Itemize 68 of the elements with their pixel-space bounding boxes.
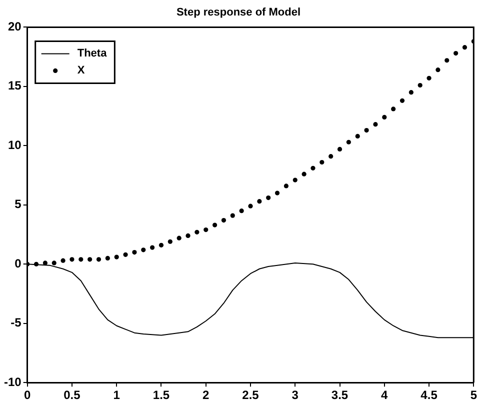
x-tick-label: 0 — [24, 388, 31, 402]
point — [274, 190, 280, 196]
point — [204, 227, 208, 232]
x-tick-label: 1 — [113, 388, 120, 402]
x-tick-label: 3.5 — [331, 388, 348, 402]
point — [444, 58, 450, 63]
point — [266, 195, 271, 200]
point — [462, 45, 468, 50]
point — [239, 208, 244, 214]
point — [70, 257, 74, 262]
x-tick-label: 3 — [292, 388, 299, 402]
point — [400, 98, 405, 103]
point — [391, 106, 396, 112]
x-tick-label: 4 — [381, 388, 388, 402]
point — [454, 50, 458, 56]
point — [382, 114, 387, 120]
point — [123, 252, 128, 257]
x-tick-label: 1.5 — [152, 388, 170, 402]
x-tick-label: 2 — [202, 388, 210, 402]
legend-label: Theta — [77, 48, 108, 60]
point — [168, 239, 172, 244]
point — [436, 68, 440, 72]
point — [418, 82, 422, 88]
y-tick-label: -10 — [4, 374, 22, 389]
point — [105, 256, 110, 261]
point — [96, 257, 102, 262]
chart-title: Step response of Model — [176, 6, 301, 19]
point — [248, 204, 253, 208]
point — [186, 233, 190, 238]
point — [88, 257, 92, 262]
y-tick-label: 20 — [8, 20, 22, 34]
point — [158, 242, 164, 248]
point — [320, 160, 324, 165]
point — [52, 260, 56, 266]
point — [364, 128, 369, 133]
point — [194, 230, 200, 234]
point — [141, 248, 146, 252]
point — [346, 140, 351, 144]
point — [355, 134, 360, 138]
point — [150, 245, 155, 250]
legend-label: X — [77, 64, 86, 77]
x-tick-label: 5 — [470, 388, 478, 402]
point — [212, 222, 218, 228]
point — [176, 236, 182, 240]
point — [284, 184, 289, 188]
point — [221, 218, 226, 223]
point — [257, 199, 262, 204]
point — [310, 166, 316, 170]
y-tick-label: -5 — [10, 316, 22, 330]
point — [426, 76, 432, 80]
point — [78, 257, 84, 262]
point — [373, 122, 378, 127]
x-tick-label: 4.5 — [420, 388, 438, 402]
point — [230, 213, 235, 218]
y-tick-label: 0 — [14, 256, 22, 270]
y-tick-label: 15 — [8, 78, 22, 93]
point — [302, 172, 306, 176]
point — [408, 90, 414, 95]
y-tick-label: 5 — [14, 197, 22, 212]
point — [292, 178, 298, 182]
point — [60, 258, 66, 263]
point — [132, 250, 137, 255]
point — [337, 146, 342, 152]
x-tick-label: 2.5 — [242, 388, 260, 402]
point — [328, 154, 334, 159]
x-tick-label: 0.5 — [64, 388, 81, 402]
y-tick-label: 10 — [8, 138, 22, 152]
point — [114, 254, 119, 260]
